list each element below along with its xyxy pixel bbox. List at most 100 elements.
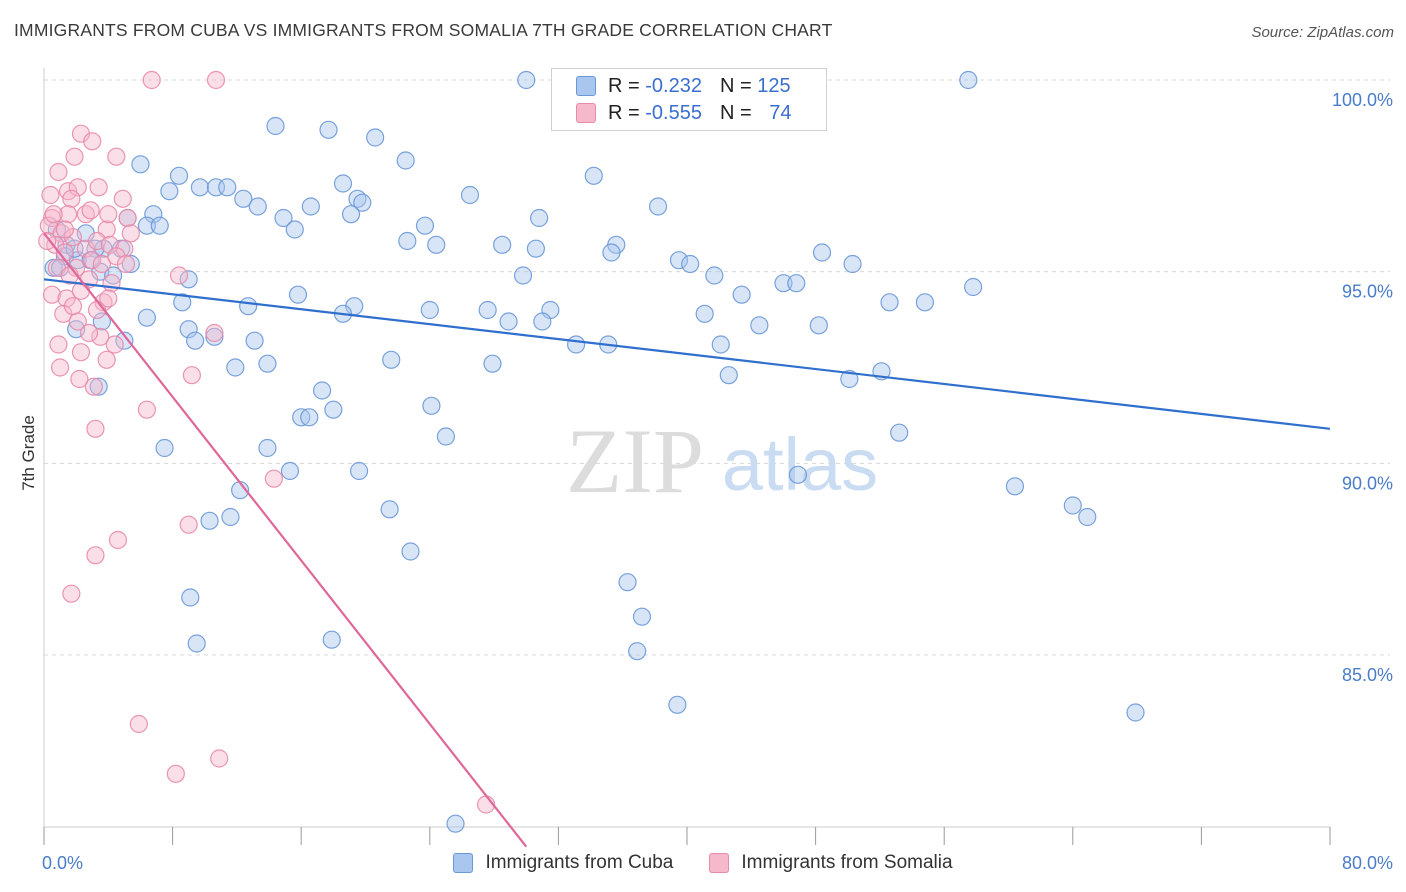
- cuba-point: [226, 358, 245, 377]
- somalia-point: [89, 178, 108, 197]
- somalia-point: [70, 369, 89, 389]
- cuba-point: [446, 814, 465, 833]
- somalia-point: [86, 546, 105, 565]
- legend-r-label: R =: [608, 74, 640, 97]
- legend-item-cuba: Immigrants from Cuba: [453, 852, 673, 874]
- cuba-point: [1126, 703, 1145, 722]
- legend-n-value-somalia: 74: [769, 101, 792, 124]
- cuba-point: [1078, 507, 1097, 527]
- somalia-point: [54, 304, 73, 323]
- cuba-point: [668, 695, 687, 714]
- cuba-point: [1005, 477, 1025, 496]
- somalia-point: [118, 208, 137, 228]
- legend-n-label: N =: [719, 74, 752, 97]
- legend-r-value-somalia: -0.555: [645, 101, 702, 124]
- cuba-point: [618, 573, 637, 592]
- somalia-point: [210, 749, 229, 768]
- cuba-point: [398, 231, 417, 251]
- trend-lines: [43, 232, 1331, 848]
- cuba-point: [427, 235, 446, 254]
- somalia-point: [49, 162, 68, 182]
- y-tick-label: 95.0%: [1342, 282, 1393, 302]
- somalia-point: [113, 189, 132, 208]
- cuba-point: [266, 116, 285, 136]
- cuba-point: [366, 128, 385, 147]
- somalia-point: [97, 350, 116, 369]
- cuba-point: [280, 461, 300, 481]
- legend-row-somalia: R = -0.555 N = 74: [576, 100, 791, 126]
- somalia-point: [91, 327, 110, 346]
- cuba-legend-swatch: [453, 853, 474, 873]
- cuba-point: [186, 331, 205, 350]
- cuba-point: [483, 354, 502, 373]
- somalia-point: [71, 343, 91, 362]
- cuba-point: [205, 327, 224, 346]
- cuba-point: [239, 297, 258, 316]
- somalia-point: [108, 530, 128, 550]
- somalia-point: [121, 224, 140, 243]
- cuba-point: [137, 216, 156, 235]
- somalia-point: [68, 178, 87, 197]
- cuba-point: [396, 151, 415, 170]
- watermark-atlas: atlas: [722, 423, 878, 506]
- somalia-point: [166, 764, 185, 783]
- cuba-point: [602, 243, 621, 262]
- cuba-point: [150, 216, 169, 235]
- source-label: Source: ZipAtlas.com: [1251, 24, 1394, 41]
- cuba-point: [160, 182, 179, 201]
- cuba-point: [711, 335, 730, 354]
- cuba-point: [234, 189, 253, 208]
- cuba-point: [221, 507, 240, 527]
- cuba-point: [301, 197, 320, 216]
- somalia-point: [99, 289, 118, 308]
- somalia-point: [99, 205, 118, 224]
- cuba-point: [533, 312, 552, 331]
- somalia-point: [41, 185, 60, 205]
- somalia-point: [264, 469, 283, 488]
- cuba-point: [86, 239, 105, 258]
- cuba-point: [218, 178, 237, 197]
- cuba-point: [131, 155, 150, 174]
- legend-label-cuba: Immigrants from Cuba: [485, 852, 674, 873]
- somalia-point: [55, 220, 74, 239]
- tick-labels: 85.0% 90.0% 95.0% 100.0% 0.0% 80.0% 7th Grade: [19, 90, 1393, 873]
- cuba-point: [478, 300, 497, 320]
- cuba-point: [1063, 496, 1082, 515]
- somalia-point: [65, 147, 84, 166]
- y-tick-label: 85.0%: [1342, 665, 1393, 685]
- cuba-point: [121, 254, 140, 274]
- somalia-point: [107, 147, 126, 166]
- y-axis-label: 7th Grade: [19, 415, 38, 491]
- somalia-point: [169, 266, 189, 285]
- cuba-point: [526, 239, 545, 258]
- cuba-point: [705, 266, 724, 285]
- cuba-point: [173, 293, 192, 312]
- cuba-trend-line: [43, 278, 1331, 430]
- cuba-point: [840, 369, 859, 389]
- cuba-point: [179, 270, 198, 289]
- cuba-point: [648, 197, 668, 216]
- cuba-point: [137, 308, 156, 327]
- legend-row-cuba: R = -0.232 N = 125: [576, 73, 791, 99]
- gridlines: [44, 79, 1390, 656]
- cuba-point: [300, 408, 319, 427]
- watermark: ZIP atlas: [566, 410, 878, 512]
- cuba-point: [380, 500, 399, 519]
- cuba-point: [312, 381, 332, 400]
- somalia-point: [44, 205, 63, 224]
- cuba-point: [584, 166, 603, 185]
- watermark-zip: ZIP: [566, 410, 704, 512]
- somalia-point: [81, 201, 100, 220]
- legend-n-label: N =: [719, 101, 752, 124]
- cuba-point: [319, 120, 338, 139]
- legend-item-somalia: Immigrants from Somalia: [709, 852, 953, 874]
- somalia-point: [42, 285, 62, 304]
- cuba-point: [89, 377, 108, 396]
- cuba-point: [285, 220, 304, 239]
- cuba-point: [415, 216, 435, 235]
- somalia-point: [116, 254, 136, 274]
- cuba-point: [843, 254, 862, 274]
- cuba-point: [190, 178, 210, 197]
- somalia-swatch: [576, 103, 596, 123]
- cuba-point: [959, 70, 978, 90]
